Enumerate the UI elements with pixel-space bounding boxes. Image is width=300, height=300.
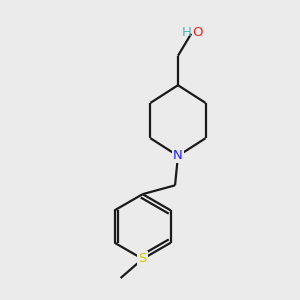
Text: H: H (181, 26, 191, 39)
Text: S: S (139, 252, 147, 266)
Text: O: O (193, 26, 203, 39)
Text: N: N (173, 149, 183, 162)
